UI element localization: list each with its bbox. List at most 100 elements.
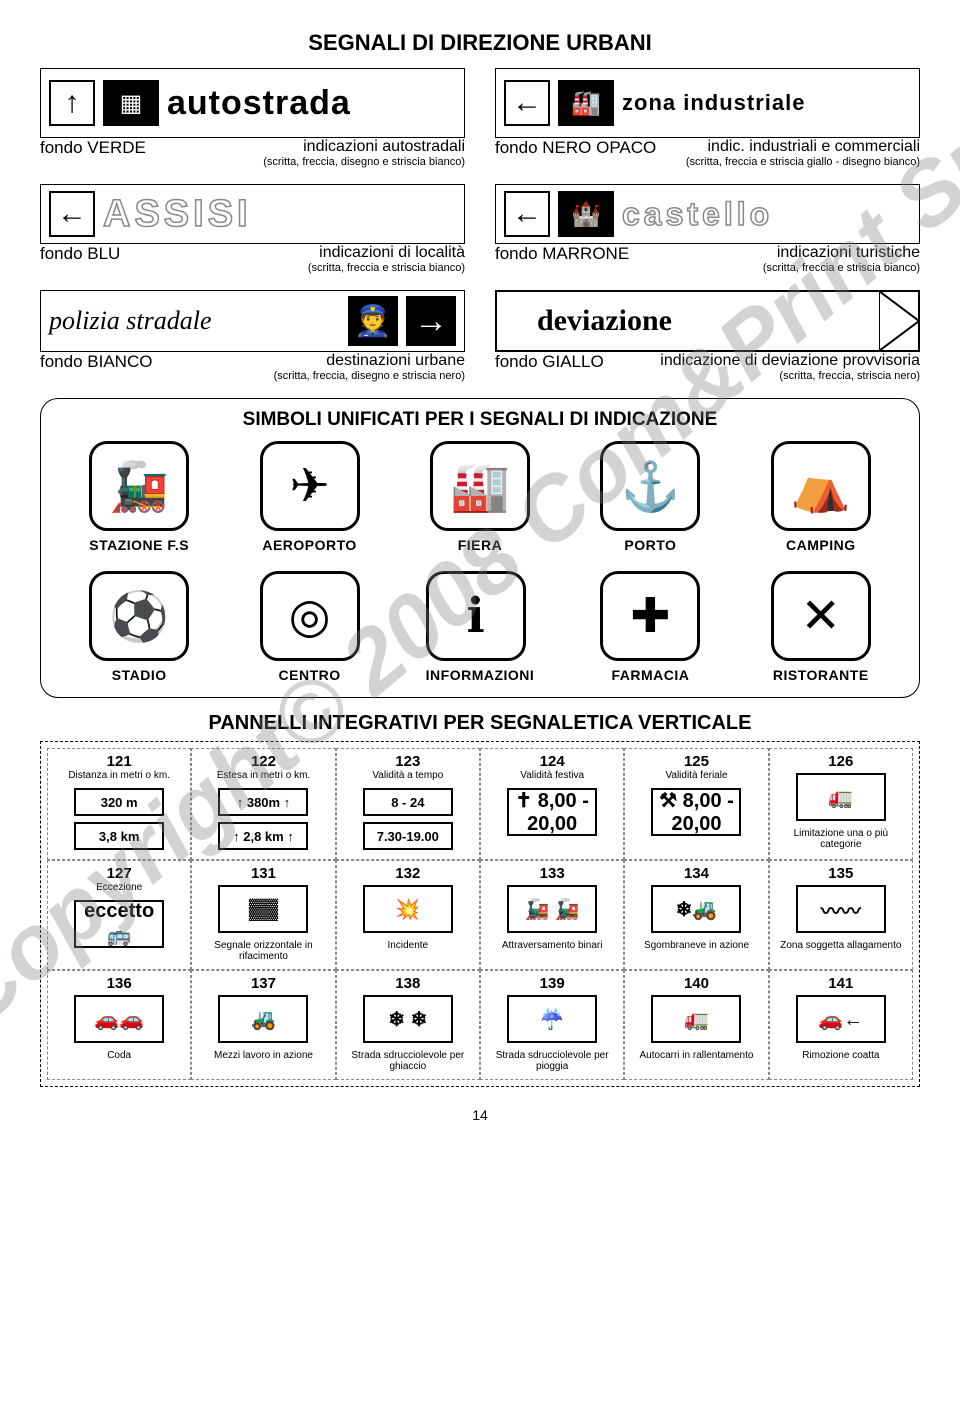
sub: (scritta, freccia, striscia nero) [660, 370, 920, 382]
panel-caption: Mezzi lavoro in azione [214, 1050, 313, 1061]
panel-number: 122 [251, 753, 276, 770]
symbol-icon: ✕ [771, 571, 871, 661]
sign-row-3: polizia stradale 👮 → fondo BIANCO destin… [40, 290, 920, 392]
panel-cell: 133🚂 🚂Attraversamento binari [480, 860, 624, 970]
panel-sign-icon: 3,8 km [74, 822, 164, 850]
page-number: 14 [40, 1107, 920, 1123]
symbol-cell: ✈AEROPORTO [260, 441, 360, 553]
panel-number: 141 [828, 975, 853, 992]
symbol-cell: ✕ RISTORANTE [771, 571, 871, 683]
panel-caption: Segnale orizzontale in rifacimento [196, 940, 330, 962]
sub: (scritta, freccia, disegno e striscia ne… [274, 370, 465, 382]
sub: (scritta, freccia, disegno e striscia bi… [263, 156, 465, 168]
panel-cell: 134 ❄🚜 Sgombraneve in azione [624, 860, 768, 970]
symbol-cell: 🚂STAZIONE F.S [89, 441, 189, 553]
desc: indicazioni di località [319, 244, 465, 261]
panel-sign-icon: ↑ 2,8 km ↑ [218, 822, 308, 850]
panel-caption: Sgombraneve in azione [644, 940, 749, 951]
panel-subtitle: Validità festiva [520, 770, 584, 781]
sign-polizia: polizia stradale 👮 → [40, 290, 465, 352]
panel-caption: Limitazione una o più categorie [774, 828, 908, 850]
panel-number: 124 [540, 753, 565, 770]
panel-sign-icon: 🚗🚗 [74, 995, 164, 1043]
symbol-label: RISTORANTE [771, 667, 871, 683]
panel-number: 138 [395, 975, 420, 992]
sub: (scritta, freccia e striscia bianco) [763, 262, 920, 274]
arrow-left-icon: ← [49, 191, 95, 237]
panel-sign-icon: ⚒ 8,00 - 20,00 [651, 788, 741, 836]
symbols-title: SIMBOLI UNIFICATI PER I SEGNALI DI INDIC… [59, 409, 901, 431]
panel-number: 134 [684, 865, 709, 882]
panel-cell: 121Distanza in metri o km.320 m3,8 km [47, 748, 191, 860]
panels-title: PANNELLI INTEGRATIVI PER SEGNALETICA VER… [40, 712, 920, 735]
panel-number: 139 [540, 975, 565, 992]
panel-cell: 135〰〰Zona soggetta allagamento [769, 860, 913, 970]
police-icon: 👮 [348, 296, 398, 346]
panel-sign-icon: eccetto 🚌 [74, 900, 164, 948]
symbol-cell: ℹ INFORMAZIONI [426, 571, 535, 683]
panel-number: 137 [251, 975, 276, 992]
panel-cell: 131▓▓Segnale orizzontale in rifacimento [191, 860, 335, 970]
panel-sign-icon: 💥 [363, 885, 453, 933]
symbol-label: CENTRO [260, 667, 360, 683]
panel-number: 132 [395, 865, 420, 882]
panel-cell: 139☔Strada sdrucciolevole per pioggia [480, 970, 624, 1080]
panel-sign-icon: ❄ ❄ [363, 995, 453, 1043]
sign-autostrada: ↑ ▦ autostrada [40, 68, 465, 138]
panel-caption: Incidente [388, 940, 429, 951]
sign-text: polizia stradale [49, 306, 340, 336]
symbol-label: INFORMAZIONI [426, 667, 535, 683]
panel-cell: 141🚗←Rimozione coatta [769, 970, 913, 1080]
panel-sign-icon: 8 - 24 [363, 788, 453, 816]
symbol-icon: ⚽ [89, 571, 189, 661]
panel-cell: 125Validità feriale⚒ 8,00 - 20,00 [624, 748, 768, 860]
main-title: SEGNALI DI DIREZIONE URBANI [40, 30, 920, 56]
panel-sign-icon: 7.30-19.00 [363, 822, 453, 850]
symbol-icon: 🏭 [430, 441, 530, 531]
panel-cell: 137🚜Mezzi lavoro in azione [191, 970, 335, 1080]
symbol-cell: 🏭FIERA [430, 441, 530, 553]
symbol-icon: ⛺ [771, 441, 871, 531]
symbol-cell: ⚽STADIO [89, 571, 189, 683]
panel-number: 136 [107, 975, 132, 992]
sign-text: zona industriale [622, 92, 805, 114]
sign-row-1: ↑ ▦ autostrada fondo VERDE indicazioni a… [40, 68, 920, 178]
panel-sign-icon: ▓▓ [218, 885, 308, 933]
panel-number: 133 [540, 865, 565, 882]
desc: destinazioni urbane [326, 352, 465, 369]
symbol-cell: ⚓PORTO [600, 441, 700, 553]
panel-number: 121 [107, 753, 132, 770]
panel-subtitle: Validità a tempo [372, 770, 443, 781]
sign-assisi: ← ASSISI [40, 184, 465, 244]
panel-caption: Autocarri in rallentamento [640, 1050, 754, 1061]
panel-sign-icon: 🚗← [796, 995, 886, 1043]
panel-subtitle: Distanza in metri o km. [68, 770, 170, 781]
panel-caption: Attraversamento binari [502, 940, 603, 951]
symbol-icon: ℹ [426, 571, 526, 661]
arrow-up-icon: ↑ [49, 80, 95, 126]
desc: indicazione di deviazione provvisoria [660, 352, 920, 369]
fondo-label: fondo GIALLO [495, 352, 604, 372]
panel-sign-icon: ❄🚜 [651, 885, 741, 933]
symbol-cell: ⛺CAMPING [771, 441, 871, 553]
factory-icon: 🏭 [558, 80, 614, 126]
sign-deviazione: deviazione [495, 290, 920, 352]
fondo-label: fondo MARRONE [495, 244, 629, 264]
panel-cell: 136🚗🚗Coda [47, 970, 191, 1080]
arrow-left-icon: ← [504, 191, 550, 237]
arrow-left-icon: ← [504, 80, 550, 126]
panel-caption: Strada sdrucciolevole per ghiaccio [341, 1050, 475, 1072]
sub: (scritta, freccia e striscia bianco) [308, 262, 465, 274]
panel-number: 127 [107, 865, 132, 882]
fondo-label: fondo BLU [40, 244, 120, 264]
symbol-icon: ◎ [260, 571, 360, 661]
panel-caption: Zona soggetta allagamento [780, 940, 901, 951]
panel-sign-icon: ✝ 8,00 - 20,00 [507, 788, 597, 836]
panel-number: 140 [684, 975, 709, 992]
panel-sign-icon: ☔ [507, 995, 597, 1043]
panel-number: 125 [684, 753, 709, 770]
symbols-section: SIMBOLI UNIFICATI PER I SEGNALI DI INDIC… [40, 398, 920, 698]
symbol-label: FARMACIA [600, 667, 700, 683]
sign-text: deviazione [537, 304, 672, 338]
sign-text: castello [622, 196, 773, 233]
